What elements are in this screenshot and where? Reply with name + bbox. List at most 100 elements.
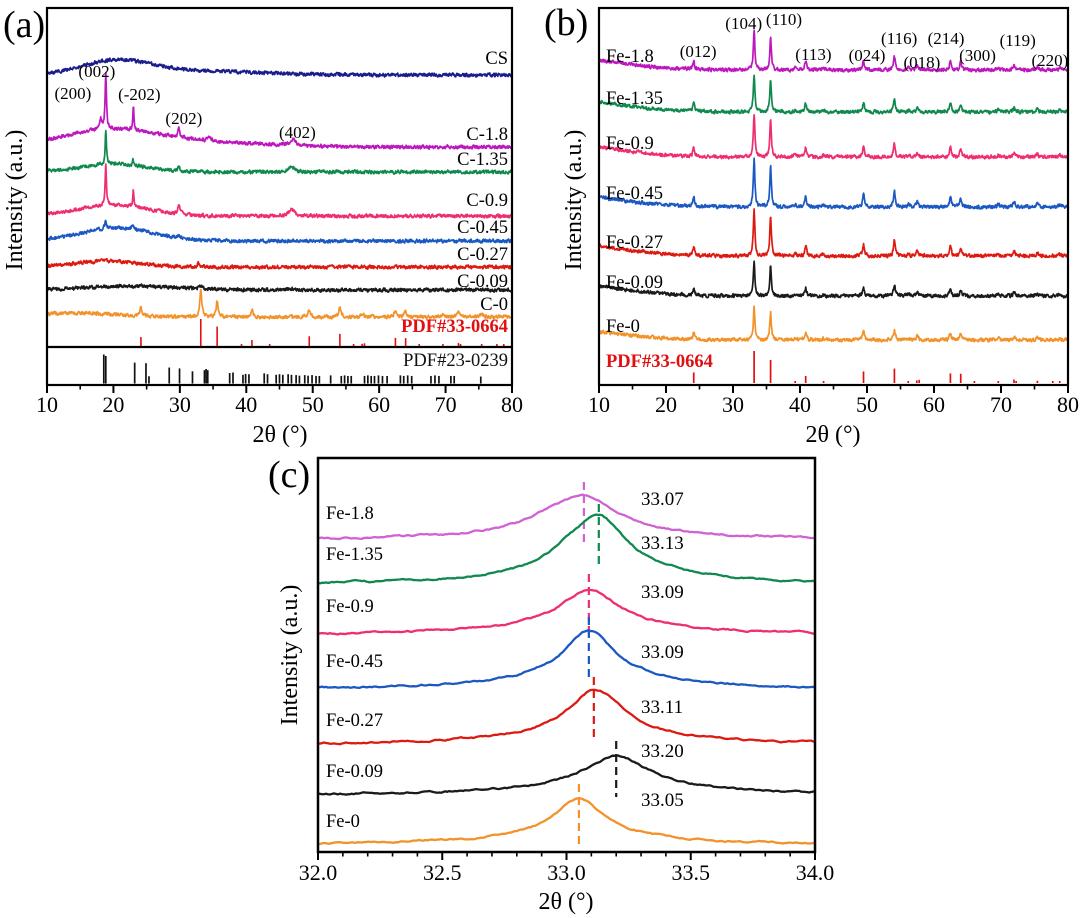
peak-annotation: (-202) bbox=[118, 85, 160, 104]
trace-Fe-0.27 bbox=[316, 688, 817, 746]
trace-Fe-0.45 bbox=[598, 157, 1069, 210]
peak-annotation: (214) bbox=[928, 29, 965, 48]
peak-annotation: (110) bbox=[766, 10, 802, 29]
trace-Fe-1.8 bbox=[598, 29, 1069, 73]
x-tick-label: 70 bbox=[990, 392, 1012, 417]
peak-annotation: (220) bbox=[1031, 51, 1068, 70]
x-tick-label: 60 bbox=[923, 392, 945, 417]
x-tick-label: 32.5 bbox=[423, 860, 462, 885]
peak-annotation: (116) bbox=[881, 29, 917, 48]
trace-C-0.09 bbox=[46, 283, 513, 293]
peak-annotation: (113) bbox=[795, 45, 831, 64]
x-tick-label: 20 bbox=[655, 392, 677, 417]
x-tick-label: 33.0 bbox=[547, 860, 586, 885]
peak-annotation: (300) bbox=[959, 46, 996, 65]
series-label-Fe-0.09: Fe-0.09 bbox=[606, 273, 663, 293]
x-axis-title: 2θ (°) bbox=[538, 889, 593, 915]
peak-annotation: (024) bbox=[849, 46, 886, 65]
trace-Fe-1.8 bbox=[316, 493, 817, 541]
series-label-C-0.27: C-0.27 bbox=[457, 245, 508, 265]
series-label-Fe-0.45: Fe-0.45 bbox=[606, 184, 663, 204]
trace-Fe-0 bbox=[316, 797, 817, 846]
series-label-Fe-0.27: Fe-0.27 bbox=[606, 233, 663, 253]
series-label-Fe-1.35: Fe-1.35 bbox=[326, 545, 383, 565]
series-label-Fe-0.9: Fe-0.9 bbox=[606, 134, 654, 154]
panel-c: Fe-1.8 33.07 Fe-1.35 33.13 Fe-0.9 33.09 Fe-0.4… bbox=[277, 456, 834, 915]
x-axis-title: 2θ (°) bbox=[252, 422, 307, 448]
peak-annotation: (119) bbox=[1000, 31, 1036, 50]
trace-Fe-1.35 bbox=[598, 74, 1069, 115]
x-tick-label: 50 bbox=[856, 392, 878, 417]
peak-annotation: (104) bbox=[725, 14, 762, 33]
series-label-Fe-0.9: Fe-0.9 bbox=[326, 597, 374, 617]
ref-pattern-label: PDF#23-0239 bbox=[403, 351, 508, 371]
ref-pattern-label: PDF#33-0664 bbox=[401, 317, 508, 337]
trace-CS bbox=[46, 57, 513, 78]
panel-b-label: (b) bbox=[544, 2, 589, 44]
peak-annotation: (402) bbox=[279, 123, 316, 142]
peak-value-Fe-0.9: 33.09 bbox=[641, 582, 684, 603]
trace-C-1.8 bbox=[46, 71, 513, 151]
series-label-C-0.09: C-0.09 bbox=[457, 272, 508, 292]
x-tick-label: 10 bbox=[588, 392, 610, 417]
x-tick-label: 70 bbox=[435, 392, 457, 417]
series-label-C-0: C-0 bbox=[480, 295, 508, 315]
panel-c-label: (c) bbox=[268, 454, 311, 496]
peak-value-Fe-0: 33.05 bbox=[641, 790, 684, 811]
peak-value-Fe-1.8: 33.07 bbox=[641, 489, 684, 510]
x-tick-label: 50 bbox=[302, 392, 324, 417]
trace-Fe-0.09 bbox=[316, 754, 817, 796]
ref-pattern-PDF#33-0664: PDF#33-0664 bbox=[606, 351, 1061, 383]
peak-value-Fe-1.35: 33.13 bbox=[641, 533, 684, 554]
trace-C-0.9 bbox=[46, 163, 513, 219]
trace-C-0.27 bbox=[46, 257, 513, 271]
ref-pattern-PDF#33-0664: PDF#33-0664 bbox=[140, 317, 508, 346]
series-label-Fe-0.09: Fe-0.09 bbox=[326, 762, 383, 782]
series-label-Fe-1.8: Fe-1.8 bbox=[606, 47, 654, 67]
x-tick-label: 30 bbox=[169, 392, 191, 417]
peak-annotation: (012) bbox=[680, 42, 717, 61]
panel-a-label: (a) bbox=[3, 4, 46, 46]
trace-Fe-0.27 bbox=[598, 208, 1069, 259]
x-tick-label: 60 bbox=[368, 392, 390, 417]
panel-b: PDF#33-0664 Fe-1.8 Fe-1.35 Fe-0.9 Fe-0.45 Fe-… bbox=[561, 6, 1079, 448]
peak-value-Fe-0.09: 33.20 bbox=[641, 741, 684, 762]
series-label-Fe-0: Fe-0 bbox=[606, 317, 640, 337]
x-tick-label: 20 bbox=[102, 392, 124, 417]
ref-pattern-label: PDF#33-0664 bbox=[606, 352, 713, 372]
x-tick-label: 80 bbox=[1057, 392, 1079, 417]
peak-annotation: (002) bbox=[78, 62, 115, 81]
trace-Fe-0.9 bbox=[316, 588, 817, 636]
y-axis-title: Intensity (a.u.) bbox=[561, 130, 587, 271]
trace-C-0.45 bbox=[46, 219, 513, 244]
trace-Fe-0.45 bbox=[316, 629, 817, 689]
y-axis-title: Intensity (a.u.) bbox=[277, 585, 303, 726]
series-label-Fe-1.35: Fe-1.35 bbox=[606, 89, 663, 109]
peak-value-Fe-0.27: 33.11 bbox=[641, 697, 683, 718]
trace-Fe-0.9 bbox=[598, 114, 1069, 160]
trace-C-1.35 bbox=[46, 129, 513, 176]
x-tick-label: 10 bbox=[36, 392, 58, 417]
x-tick-label: 30 bbox=[722, 392, 744, 417]
series-label-Fe-1.8: Fe-1.8 bbox=[326, 504, 374, 524]
peak-annotation: (018) bbox=[904, 53, 941, 72]
x-tick-label: 33.5 bbox=[672, 860, 711, 885]
trace-Fe-0 bbox=[598, 305, 1069, 343]
x-axis-title: 2θ (°) bbox=[805, 422, 860, 448]
trace-Fe-1.35 bbox=[316, 513, 817, 585]
peak-annotation: (202) bbox=[165, 109, 202, 128]
series-label-C-1.35: C-1.35 bbox=[457, 150, 508, 170]
trace-Fe-0.09 bbox=[598, 260, 1069, 299]
x-tick-label: 40 bbox=[789, 392, 811, 417]
series-label-C-0.9: C-0.9 bbox=[466, 191, 508, 211]
series-label-Fe-0.45: Fe-0.45 bbox=[326, 652, 383, 672]
series-label-C-0.45: C-0.45 bbox=[457, 218, 508, 238]
y-axis-title: Intensity (a.u.) bbox=[2, 130, 28, 271]
trace-C-0 bbox=[46, 288, 513, 320]
ref-pattern-PDF#23-0239: PDF#23-0239 bbox=[102, 351, 508, 384]
panel-a: PDF#33-0664 PDF#23-0239 CS C-1.8 C-1.35 C-0.9… bbox=[2, 6, 523, 448]
series-label-C-1.8: C-1.8 bbox=[466, 125, 508, 145]
series-label-Fe-0: Fe-0 bbox=[326, 812, 360, 832]
x-tick-label: 40 bbox=[235, 392, 257, 417]
